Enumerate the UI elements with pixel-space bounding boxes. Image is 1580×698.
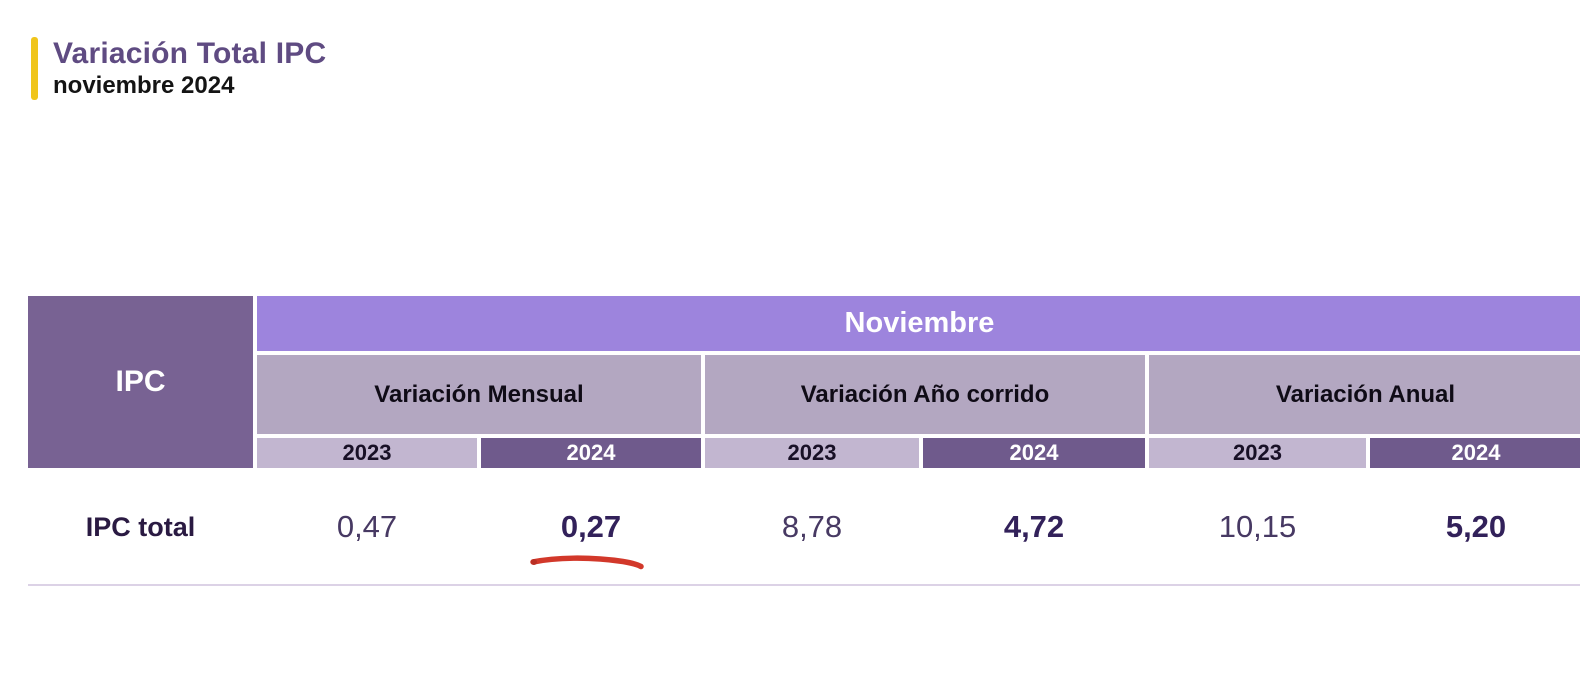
- month-header: Noviembre: [257, 296, 1580, 351]
- value-anual-2024: 5,20: [1445, 509, 1507, 544]
- year-header-ano-corrido-2023: 2023: [705, 438, 919, 468]
- year-header-mensual-2023: 2023: [257, 438, 477, 468]
- ipc-table: IPC Noviembre Variación Mensual Variació…: [28, 296, 1580, 582]
- yellow-accent-bar: [31, 37, 38, 101]
- row-label-ipc-total: IPC total: [85, 511, 196, 542]
- data-row-bottom-border: [28, 584, 1580, 586]
- value-mensual-2023: 0,47: [336, 509, 398, 544]
- value-anual-2023: 10,15: [1218, 509, 1297, 544]
- table-corner-header: IPC: [28, 296, 253, 468]
- red-underline-annotation: [530, 555, 644, 570]
- value-ano-corrido-2024: 4,72: [1003, 509, 1065, 544]
- year-header-anual-2024: 2024: [1370, 438, 1580, 468]
- ipc-table-grid: IPC Noviembre Variación Mensual Variació…: [28, 296, 1580, 582]
- group-header-variacion-anual: Variación Anual: [1149, 355, 1580, 434]
- group-header-variacion-mensual: Variación Mensual: [257, 355, 701, 434]
- year-header-anual-2023: 2023: [1149, 438, 1366, 468]
- year-header-mensual-2024: 2024: [481, 438, 701, 468]
- value-ano-corrido-2023: 8,78: [781, 509, 843, 544]
- value-mensual-2024: 0,27: [560, 509, 622, 544]
- group-header-variacion-ano-corrido: Variación Año corrido: [705, 355, 1145, 434]
- page-title: Variación Total IPC: [53, 37, 327, 70]
- year-header-ano-corrido-2024: 2024: [923, 438, 1145, 468]
- page-subtitle: noviembre 2024: [53, 71, 235, 99]
- title-text: Variación Total IPC noviembre 2024: [53, 37, 326, 100]
- title-block: Variación Total IPC noviembre 2024: [31, 37, 326, 101]
